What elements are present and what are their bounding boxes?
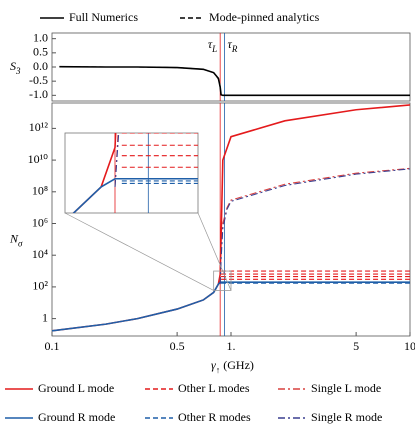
zoom-box — [213, 270, 232, 291]
tau-label-sub: R — [231, 44, 238, 54]
y-tick-label: 1 — [42, 310, 48, 324]
tau-label-main: τ — [208, 37, 213, 51]
x-axis-label-unit: (GHz) — [220, 358, 254, 372]
x-axis-label-sub: ↑ — [216, 365, 221, 375]
series-line — [59, 66, 410, 96]
zoom-connector — [197, 212, 232, 291]
x-axis-label-main: γ — [211, 358, 216, 372]
inset-line — [72, 133, 117, 213]
x-tick-label: 1. — [227, 339, 236, 353]
y-axis-label-sub: σ — [18, 239, 23, 249]
y-tick-label: 1.0 — [33, 30, 48, 44]
x-tick-label: 0.5 — [170, 339, 185, 353]
y-axis-label: S3 — [10, 59, 21, 76]
y-axis-label-sub: 3 — [15, 66, 21, 76]
x-tick-label: 10 — [404, 339, 415, 353]
tau-label-main: τ — [228, 37, 233, 51]
inset-line — [72, 177, 198, 213]
legend-label: Single R mode — [311, 410, 382, 424]
y-tick-label: -1.0 — [29, 87, 48, 101]
inset-area — [72, 133, 198, 213]
legend-label: Other L modes — [178, 381, 250, 395]
series-line — [52, 281, 410, 332]
y-tick-label: 10⁴ — [32, 247, 48, 261]
y-tick-label: 10¹⁰ — [28, 152, 49, 166]
series-line — [219, 168, 410, 285]
y-tick-label: 10⁶ — [32, 215, 48, 229]
y-axis-label: Nσ — [9, 231, 23, 248]
legend-label: Mode-pinned analytics — [209, 10, 320, 24]
plot-area — [52, 103, 410, 336]
zoom-connector — [64, 212, 214, 291]
legend-label: Ground R mode — [38, 410, 115, 424]
legend-label: Other R modes — [178, 410, 251, 424]
y-tick-label: 10² — [32, 279, 48, 293]
x-axis-label: γ↑ (GHz) — [211, 358, 254, 375]
x-tick-label: 5 — [353, 339, 359, 353]
y-tick-label: 0.0 — [33, 59, 48, 73]
y-tick-label: 0.5 — [33, 45, 48, 59]
tau-label: τR — [228, 37, 238, 54]
tau-label: τL — [208, 37, 217, 54]
y-tick-label: -0.5 — [29, 73, 48, 87]
plot-area — [59, 33, 410, 101]
y-tick-label: 10⁸ — [32, 184, 48, 198]
legend-label: Full Numerics — [69, 10, 138, 24]
y-tick-label: 10¹² — [29, 120, 49, 134]
tau-label-sub: L — [211, 44, 217, 54]
legend-label: Single L mode — [311, 381, 381, 395]
legend-label: Ground L mode — [38, 381, 114, 395]
y-axis-label-main: N — [9, 231, 19, 245]
y-axis-label-main: S — [10, 59, 16, 73]
x-tick-label: 0.1 — [45, 339, 60, 353]
